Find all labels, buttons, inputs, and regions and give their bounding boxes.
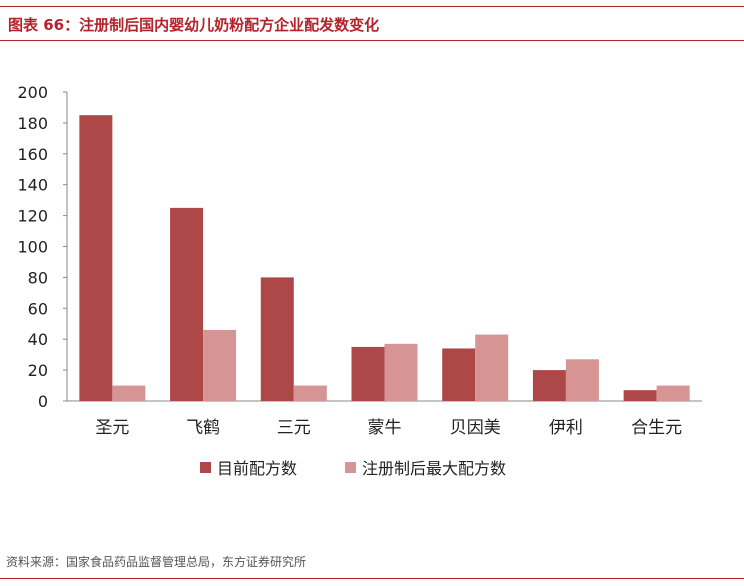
- bar-max: [565, 359, 599, 401]
- x-tick-label: 伊利: [549, 418, 583, 438]
- y-tick-label: 40: [28, 330, 48, 349]
- x-tick-label: 蒙牛: [368, 418, 402, 438]
- y-tick-label: 0: [38, 392, 48, 411]
- bar-max: [475, 334, 509, 401]
- bar-current: [532, 370, 566, 401]
- bar-max: [112, 385, 146, 401]
- y-tick-label: 180: [17, 114, 48, 133]
- y-tick-label: 120: [17, 207, 48, 226]
- y-tick-label: 160: [17, 145, 48, 164]
- legend-swatch-current: [200, 462, 211, 473]
- figure-title: 图表 66：注册制后国内婴幼儿奶粉配方企业配发数变化: [8, 16, 380, 34]
- bar-current: [79, 115, 113, 402]
- bar-max: [293, 385, 327, 401]
- bar-current: [351, 346, 385, 401]
- y-tick-label: 100: [17, 238, 48, 257]
- bottom-rule: [0, 578, 744, 579]
- y-tick-label: 140: [17, 176, 48, 195]
- top-rule: [0, 6, 744, 7]
- bar-current: [442, 348, 476, 401]
- bar-max: [656, 385, 690, 401]
- y-tick-label: 80: [28, 268, 48, 287]
- legend-label: 目前配方数: [217, 459, 297, 478]
- legend-swatch-max: [345, 462, 356, 473]
- title-rule: [0, 40, 744, 41]
- x-tick-label: 三元: [277, 418, 311, 438]
- bar-current: [170, 207, 204, 401]
- bar-max: [384, 343, 418, 401]
- y-tick-label: 20: [28, 361, 48, 380]
- y-tick-label: 60: [28, 299, 48, 318]
- source-note: 资料来源：国家食品药品监督管理总局，东方证券研究所: [6, 555, 307, 569]
- x-tick-label: 合生元: [631, 418, 682, 438]
- legend-label: 注册制后最大配方数: [362, 459, 506, 478]
- bar-current: [623, 390, 657, 401]
- x-tick-label: 飞鹤: [186, 418, 220, 438]
- bar-max: [203, 329, 237, 401]
- x-tick-label: 贝因美: [450, 418, 501, 438]
- bar-current: [260, 277, 294, 401]
- y-tick-label: 200: [17, 83, 48, 102]
- x-tick-label: 圣元: [95, 418, 129, 438]
